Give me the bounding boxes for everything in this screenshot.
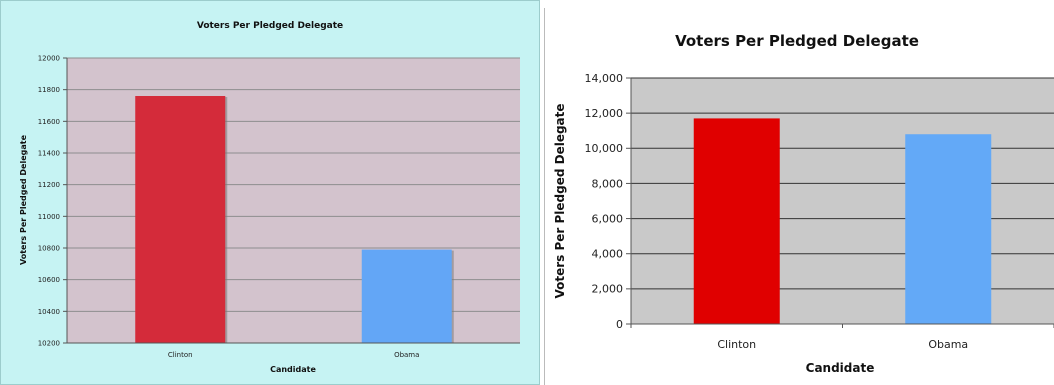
x-tick-label: Clinton [168, 351, 193, 359]
x-axis-label: Candidate [270, 365, 316, 374]
y-tick-label: 10,000 [585, 142, 624, 155]
x-tick-label: Obama [394, 351, 419, 359]
x-tick-label: Clinton [717, 338, 756, 351]
chart-title: Voters Per Pledged Delegate [197, 21, 343, 31]
y-tick-label: 11000 [38, 213, 60, 221]
x-axis-label: Candidate [806, 361, 875, 375]
x-tick-label: Obama [928, 338, 968, 351]
y-tick-label: 10400 [38, 308, 60, 316]
y-tick-label: 12000 [38, 54, 60, 62]
bar-clinton [693, 118, 780, 325]
y-tick-label: 11400 [38, 149, 60, 157]
y-axis-label: Voters Per Pledged Delegate [19, 134, 28, 265]
chart-panel-left: 10200 10400 10600 10800 11000 11200 11400 11600… [0, 0, 540, 385]
bar-obama [905, 134, 992, 324]
y-tick-label: 2,000 [592, 283, 624, 296]
y-tick-label: 14,000 [585, 72, 624, 85]
y-tick-label: 12,000 [585, 107, 624, 120]
bar-chart-right: 02,0004,0006,0008,00010,00012,00014,000 … [544, 0, 1054, 385]
bar-chart-left: 10200 10400 10600 10800 11000 11200 11400 11600… [0, 0, 540, 385]
y-tick-label: 10600 [38, 276, 60, 284]
bar-obama [361, 249, 452, 343]
y-tick-label: 6,000 [592, 212, 624, 225]
y-tick-label: 10800 [38, 244, 60, 252]
y-tick-label: 0 [616, 318, 623, 331]
y-tick-label: 8,000 [592, 177, 624, 190]
y-tick-label: 11200 [38, 181, 60, 189]
y-tick-label: 11600 [38, 118, 60, 126]
y-axis-label: Voters Per Pledged Delegate [553, 103, 567, 298]
chart-panel-right: 0 2,000 4,000 6,000 8,000 10,000 12,000 14,000 … [544, 0, 1054, 385]
y-tick-label: 4,000 [592, 248, 624, 261]
chart-title: Voters Per Pledged Delegate [675, 32, 919, 50]
y-tick-label: 11800 [38, 86, 60, 94]
bar-clinton [135, 96, 226, 343]
y-tick-label: 10200 [38, 339, 60, 347]
